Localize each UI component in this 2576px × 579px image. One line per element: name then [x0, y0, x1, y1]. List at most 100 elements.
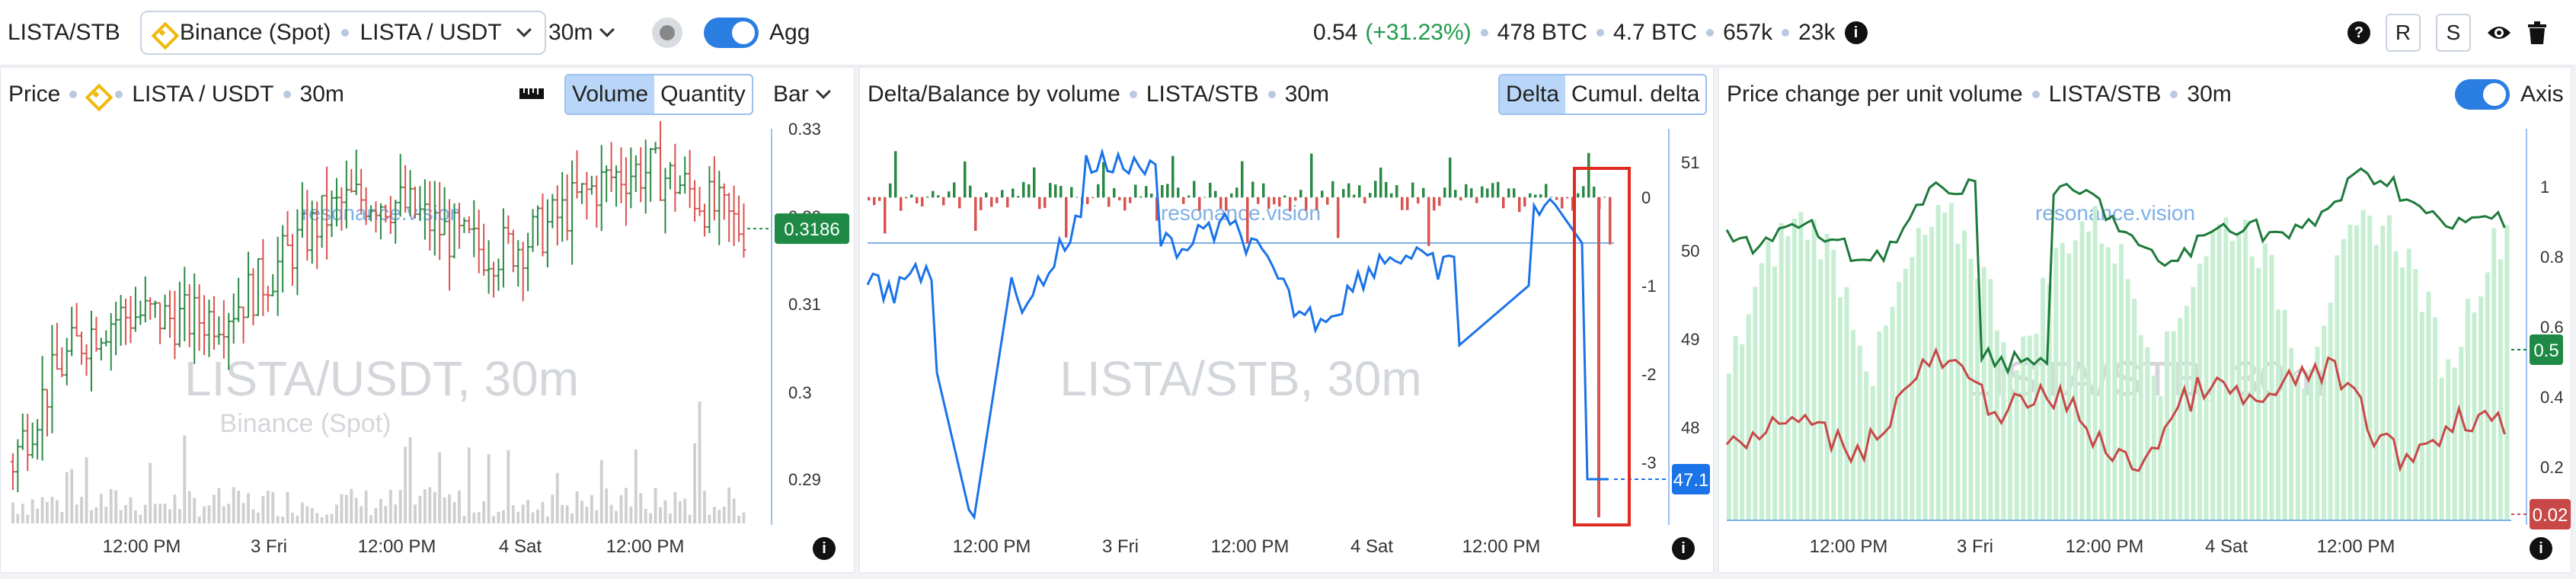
agg-toggle[interactable]: [704, 18, 759, 48]
price-change-panel-header: Price change per unit volume LISTA/STB 3…: [1719, 68, 2571, 121]
volume-bar: [2498, 259, 2503, 520]
volume-bar: [418, 495, 422, 523]
last-price-label-bg: [775, 213, 849, 245]
volume-bar: [1968, 258, 1974, 520]
delta-bar: [1523, 197, 1526, 207]
separator-dot: [115, 91, 123, 98]
volume-bar: [374, 507, 378, 523]
eye-icon[interactable]: [2486, 24, 2512, 42]
volume-bar: [472, 512, 476, 523]
volume-bar: [384, 505, 388, 523]
quantity-option[interactable]: Quantity: [660, 82, 746, 107]
time-tick-label: 12:00 PM: [2066, 536, 2144, 557]
delta-option[interactable]: Delta: [1500, 75, 1566, 114]
chart-type-selector[interactable]: Bar: [773, 68, 833, 121]
volume-bar: [213, 494, 216, 523]
volume-bar: [2276, 309, 2281, 520]
trash-icon[interactable]: [2527, 21, 2547, 44]
volume-bar: [2452, 367, 2457, 520]
info-icon[interactable]: i: [813, 537, 836, 560]
volume-bar: [75, 504, 78, 523]
volume-bar: [1766, 241, 1771, 520]
info-icon[interactable]: i: [2530, 537, 2552, 560]
delta-bar: [1342, 189, 1345, 197]
cumul-delta-option[interactable]: Cumul. delta: [1571, 82, 1700, 107]
panel-title: Price: [8, 82, 61, 107]
delta-bar: [937, 195, 940, 197]
volume-bar: [737, 515, 740, 523]
volume-bar: [1740, 344, 1745, 520]
timeframe-selector[interactable]: 30m: [548, 0, 617, 66]
delta-bar: [1486, 188, 1489, 197]
volume-bar: [2354, 225, 2360, 520]
volume-bar: [1877, 331, 1882, 520]
volume-bar: [388, 489, 392, 523]
panel-pair: LISTA/STB: [2048, 82, 2162, 107]
volume-bar: [545, 516, 549, 523]
price-panel-header: Price LISTA / USDT 30m: [1, 68, 854, 121]
time-tick-label: 12:00 PM: [606, 536, 685, 557]
panel-timeframe: 30m: [299, 82, 344, 107]
volume-bar: [203, 506, 206, 523]
symbol-label: LISTA/STB: [8, 20, 120, 45]
volume-bar: [257, 512, 260, 523]
delta-bar: [1150, 194, 1153, 197]
info-icon[interactable]: i: [1672, 537, 1695, 560]
delta-bar: [1283, 195, 1286, 197]
delta-bar: [1358, 185, 1361, 197]
delta-bar: [1012, 188, 1015, 197]
delta-bar: [1182, 197, 1185, 204]
volume-bar: [1727, 373, 1732, 520]
delta-bar: [1475, 197, 1478, 203]
volume-bar: [423, 489, 427, 523]
volume-bar: [487, 454, 491, 523]
delta-bar: [1443, 187, 1446, 197]
time-tick-label: 12:00 PM: [2317, 536, 2395, 557]
info-icon[interactable]: i: [1844, 21, 1868, 44]
volume-bar: [2223, 217, 2229, 520]
volume-bar: [291, 513, 294, 523]
volume-bar: [80, 497, 84, 523]
y-tick-label-right: 49: [1681, 330, 1699, 349]
volume-bar: [217, 488, 221, 523]
delta-bar: [1246, 197, 1249, 244]
volume-bar: [2210, 230, 2216, 520]
r-button[interactable]: R: [2386, 14, 2421, 52]
delta-bar: [1091, 197, 1095, 198]
delta-bar: [1502, 197, 1505, 209]
volume-bar: [663, 500, 667, 523]
separator-dot: [1129, 91, 1137, 98]
volume-bar: [438, 452, 442, 523]
ruler-icon[interactable]: [519, 86, 545, 101]
delta-bar: [1390, 193, 1393, 197]
panel-title: Price change per unit volume: [1727, 82, 2023, 107]
volume-bar: [2178, 318, 2183, 520]
delta-chart[interactable]: resonance.vision LISTA/STB, 30m 0 -1 -2 -3 51 5…: [860, 121, 1713, 572]
volume-bar: [286, 491, 289, 523]
volume-bar: [555, 472, 559, 523]
help-icon[interactable]: ?: [2347, 21, 2370, 44]
s-button[interactable]: S: [2436, 14, 2471, 52]
axis-label: Axis: [2520, 82, 2564, 107]
delta-bar: [1017, 196, 1020, 197]
last-price-label: 0.3186: [784, 219, 839, 240]
volume-option[interactable]: Volume: [566, 75, 655, 114]
highlight-box: [1573, 167, 1631, 526]
delta-bar: [1118, 197, 1121, 201]
volume-bar: [2328, 302, 2333, 520]
volume-bar: [1733, 336, 1738, 520]
time-tick-label: 3 Fri: [1102, 536, 1139, 557]
delta-bar: [1385, 181, 1388, 197]
volume-bar: [2262, 243, 2268, 520]
delta-bar: [1241, 161, 1244, 197]
delta-bar: [1049, 183, 1052, 197]
axis-toggle[interactable]: [2455, 79, 2510, 110]
record-icon[interactable]: [652, 18, 682, 48]
volume-bar: [1910, 257, 1915, 520]
delta-bar: [1454, 190, 1457, 197]
exchange-pair-selector[interactable]: Binance (Spot) LISTA / USDT: [140, 11, 546, 55]
time-tick-label: 3 Fri: [251, 536, 287, 557]
delta-bar: [964, 161, 967, 197]
